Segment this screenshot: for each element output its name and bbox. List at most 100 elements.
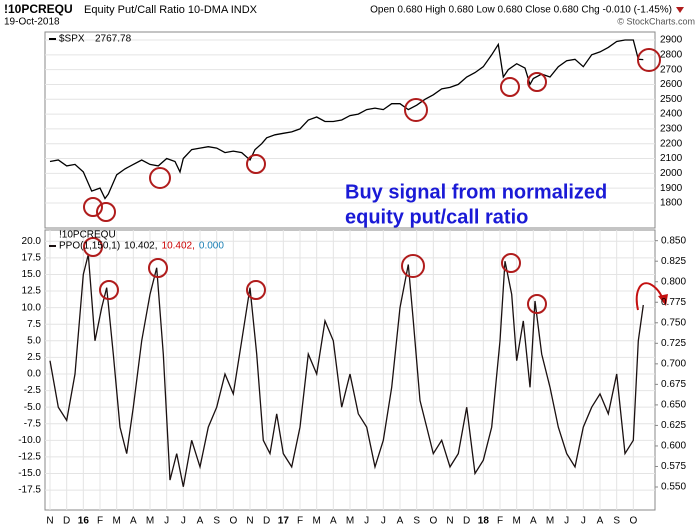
- x-tick-label: J: [381, 516, 386, 527]
- down-arrow: [676, 7, 684, 13]
- legend-readout: 0.000: [199, 241, 224, 252]
- legend-readout: 10.402,: [162, 241, 195, 252]
- x-tick-label: S: [613, 516, 620, 527]
- circle: [527, 72, 547, 92]
- legend-name: PPO(1,150,1): [59, 241, 120, 252]
- y-tick-label: 7.5: [27, 319, 41, 330]
- x-tick-label: M: [346, 516, 354, 527]
- y-tick-label: 20.0: [22, 236, 42, 247]
- x-tick-label: N: [246, 516, 253, 527]
- panel-symbol: !10PCREQU: [59, 230, 116, 241]
- x-tick-label: O: [229, 516, 237, 527]
- annotation: Buy signal from normalized: [345, 181, 607, 203]
- x-tick-label: D: [63, 516, 70, 527]
- x-tick-label: M: [312, 516, 320, 527]
- x-tick-label: O: [629, 516, 637, 527]
- y-tick-label: 15.0: [22, 269, 42, 280]
- annotation: equity put/call ratio: [345, 206, 528, 228]
- circle: [404, 98, 428, 122]
- y-tick-label: 2900: [660, 35, 683, 46]
- x-tick-label: A: [397, 516, 404, 527]
- x-tick-label: D: [463, 516, 470, 527]
- circle: [246, 280, 266, 300]
- x-tick-label: F: [497, 516, 503, 527]
- y-tick-label: 1800: [660, 198, 683, 209]
- y2-tick-label: 0.625: [661, 420, 686, 431]
- circle: [96, 202, 116, 222]
- series-line: [49, 254, 644, 487]
- x-tick-label: M: [112, 516, 120, 527]
- x-tick-label: 18: [478, 516, 490, 527]
- x-tick-label: S: [213, 516, 220, 527]
- legend-symbol: $SPX: [59, 34, 85, 45]
- circle: [527, 294, 547, 314]
- y-tick-label: -10.0: [18, 435, 41, 446]
- legend-value: 2767.78: [95, 34, 132, 45]
- y-tick-label: -7.5: [24, 418, 42, 429]
- y2-tick-label: 0.825: [661, 256, 686, 267]
- circle: [148, 258, 168, 278]
- circle: [501, 253, 521, 273]
- y-tick-label: 2800: [660, 49, 683, 60]
- x-tick-label: N: [46, 516, 53, 527]
- x-tick-label: 17: [278, 516, 290, 527]
- x-tick-label: M: [512, 516, 520, 527]
- y-tick-label: 2.5: [27, 352, 41, 363]
- date: 19-Oct-2018: [4, 17, 60, 28]
- x-tick-label: F: [297, 516, 303, 527]
- y2-tick-label: 0.725: [661, 338, 686, 349]
- x-tick-label: D: [263, 516, 270, 527]
- arrow-head: [658, 294, 668, 306]
- y-tick-label: 2400: [660, 109, 683, 120]
- x-tick-label: F: [97, 516, 103, 527]
- y-tick-label: 17.5: [22, 253, 42, 264]
- y-tick-label: 2200: [660, 138, 683, 149]
- x-tick-label: S: [413, 516, 420, 527]
- circle: [149, 167, 171, 189]
- y2-tick-label: 0.675: [661, 379, 686, 390]
- legend-readout: 10.402,: [124, 241, 157, 252]
- x-tick-label: N: [446, 516, 453, 527]
- x-tick-label: A: [530, 516, 537, 527]
- highlight-circles: [83, 48, 668, 314]
- x-tick-label: A: [130, 516, 137, 527]
- x-tick-label: J: [164, 516, 169, 527]
- y-tick-label: 2700: [660, 64, 683, 75]
- y2-tick-label: 0.850: [661, 235, 686, 246]
- circle: [401, 254, 425, 278]
- circle: [637, 48, 661, 72]
- y-tick-label: 2600: [660, 79, 683, 90]
- y-tick-label: 2000: [660, 168, 683, 179]
- y2-tick-label: 0.750: [661, 317, 686, 328]
- circle: [99, 280, 119, 300]
- y-tick-label: 1900: [660, 183, 683, 194]
- y-tick-label: -17.5: [18, 485, 41, 496]
- y-tick-label: 12.5: [22, 286, 42, 297]
- y-tick-label: -5.0: [24, 402, 42, 413]
- y2-tick-label: 0.600: [661, 441, 686, 452]
- y-tick-label: 10.0: [22, 302, 42, 313]
- x-tick-label: J: [564, 516, 569, 527]
- y2-tick-label: 0.575: [661, 461, 686, 472]
- x-tick-label: A: [330, 516, 337, 527]
- x-tick-label: J: [181, 516, 186, 527]
- y2-tick-label: 0.775: [661, 297, 686, 308]
- source: © StockCharts.com: [617, 16, 695, 26]
- y-tick-label: 5.0: [27, 335, 41, 346]
- x-tick-label: M: [546, 516, 554, 527]
- y2-tick-label: 0.550: [661, 482, 686, 493]
- x-tick-label: O: [429, 516, 437, 527]
- y-tick-label: -12.5: [18, 452, 41, 463]
- symbol: !10PCREQU: [4, 2, 73, 16]
- circle: [83, 197, 103, 217]
- y2-tick-label: 0.650: [661, 400, 686, 411]
- title: Equity Put/Call Ratio 10-DMA INDX: [84, 4, 258, 16]
- circle: [500, 77, 520, 97]
- panel-frame: [44, 31, 656, 229]
- series-line: [49, 39, 644, 200]
- x-tick-label: 16: [78, 516, 90, 527]
- y-tick-label: 2100: [660, 153, 683, 164]
- y-tick-label: -15.0: [18, 468, 41, 479]
- y-tick-label: -2.5: [24, 385, 42, 396]
- circle: [246, 154, 266, 174]
